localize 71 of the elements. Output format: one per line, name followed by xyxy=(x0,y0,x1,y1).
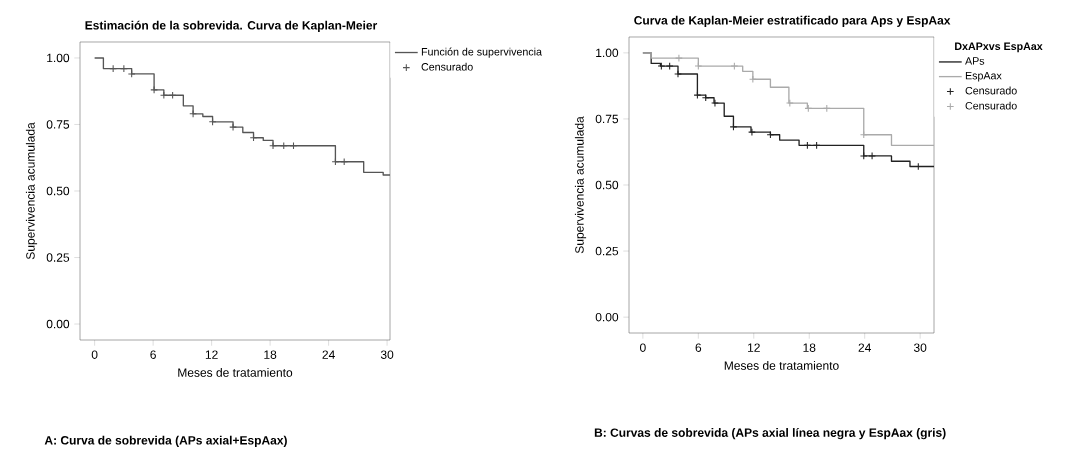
legend-label: Función de supervivencia xyxy=(421,47,542,58)
x-tick-label: 0 xyxy=(91,350,98,359)
point xyxy=(822,104,831,113)
x-tick-label: 30 xyxy=(380,350,394,359)
chart-title: Curva de Kaplan-Meier estratificado para Aps y EspAax xyxy=(634,15,951,27)
x-tick-label: 24 xyxy=(322,350,335,359)
point xyxy=(803,141,812,150)
legend-label: EspAax xyxy=(965,71,1002,82)
point xyxy=(804,104,813,113)
point xyxy=(859,130,868,139)
point xyxy=(729,122,738,131)
point xyxy=(812,141,821,150)
point xyxy=(168,91,177,100)
point xyxy=(675,54,683,63)
legend-title: DxAPxvs EspAax xyxy=(955,42,1043,53)
point xyxy=(150,86,158,94)
point xyxy=(127,70,136,78)
y-axis-title: Supervivencia acumulada xyxy=(25,122,38,260)
x-tick-label: 18 xyxy=(803,343,816,352)
point xyxy=(748,128,756,137)
point xyxy=(657,62,666,70)
x-tick-label: 0 xyxy=(639,343,646,352)
point xyxy=(748,75,757,84)
legend-label: Censurado xyxy=(421,62,473,71)
point xyxy=(665,62,674,70)
y-tick-label: 0.75 xyxy=(595,114,619,124)
point xyxy=(269,141,277,150)
point xyxy=(766,130,775,139)
legend-label: APs xyxy=(965,57,985,65)
x-tick-label: 6 xyxy=(695,343,702,352)
point xyxy=(693,91,702,100)
y-tick-label: 0.75 xyxy=(46,120,70,129)
point xyxy=(120,64,128,73)
x-tick-label: 18 xyxy=(264,350,277,359)
point xyxy=(109,64,118,73)
point xyxy=(189,109,197,118)
point xyxy=(785,99,794,107)
y-tick-label: 0.00 xyxy=(595,312,619,322)
x-tick-label: 12 xyxy=(205,350,218,359)
x-tick-label: 24 xyxy=(858,343,871,352)
y-tick-label: 0.50 xyxy=(595,180,619,190)
point xyxy=(331,157,340,166)
point xyxy=(289,141,298,150)
text: B: Curvas de sobrevida (APs axial línea negra y EspAax (gris) xyxy=(594,427,946,440)
x-tick-label: 12 xyxy=(748,343,760,352)
point xyxy=(701,93,710,102)
point xyxy=(279,141,288,150)
point xyxy=(859,152,868,160)
legend-label: Censurado xyxy=(965,101,1017,110)
point xyxy=(674,70,682,78)
x-axis-title: Meses de tratamiento xyxy=(724,361,839,370)
y-tick-label: 0.50 xyxy=(46,186,70,196)
point xyxy=(730,62,739,70)
x-axis-title: Meses de tratamiento xyxy=(178,368,293,377)
point xyxy=(229,123,237,132)
y-tick-label: 0.25 xyxy=(46,253,70,262)
point xyxy=(208,117,217,126)
point xyxy=(694,62,703,70)
x-tick-label: 30 xyxy=(913,343,927,352)
point xyxy=(340,157,349,166)
chart-title: Estimación de la sobrevida. Curva de Kaplan-Meier xyxy=(85,20,378,32)
y-tick-label: 0.25 xyxy=(595,246,619,256)
y-tick-label: 0.00 xyxy=(46,319,70,329)
y-axis-title: Supervivencia acumulada xyxy=(574,116,587,254)
x-tick-label: 6 xyxy=(150,350,156,359)
point xyxy=(868,152,876,160)
point xyxy=(711,99,719,107)
text: A: Curva de sobrevida (APs axial+EspAax) xyxy=(44,435,287,447)
y-tick-label: 1.00 xyxy=(596,48,619,58)
y-tick-label: 1.00 xyxy=(47,53,70,63)
legend-label: Censurado xyxy=(965,86,1017,95)
